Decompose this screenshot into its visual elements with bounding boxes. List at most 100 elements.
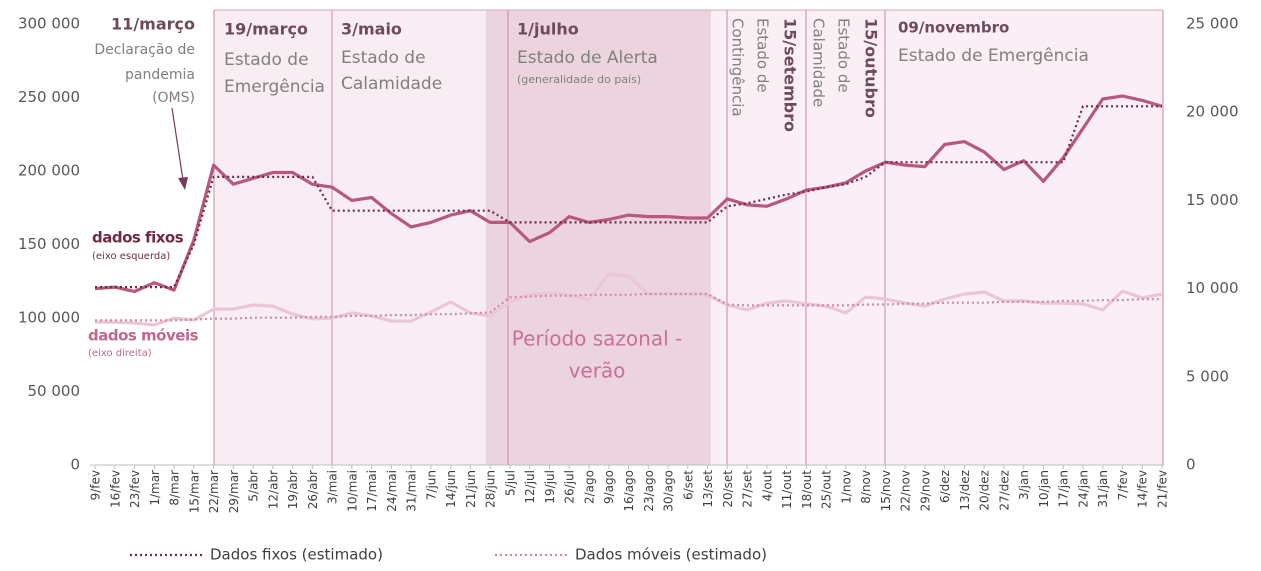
x-tick-label: 15/nov <box>879 470 893 511</box>
x-tick-label: 22/nov <box>899 470 913 511</box>
period-shade <box>711 10 1163 465</box>
x-tick-label: 22/mar <box>207 470 221 513</box>
series-label: dados móveis <box>88 327 199 345</box>
annotation-text: Estado de <box>754 18 772 93</box>
annotation-text: (generalidade do país) <box>517 73 641 86</box>
axis-note: (eixo direita) <box>88 348 152 359</box>
x-tick-label: 24/mai <box>385 470 399 512</box>
legend-label: Dados fixos (estimado) <box>210 546 383 564</box>
legend-label: Dados móveis (estimado) <box>575 546 767 564</box>
series-line <box>95 272 1163 327</box>
x-tick-label: 12/jul <box>523 470 537 504</box>
x-tick-label: 19/abr <box>286 470 300 509</box>
annotation-title: 19/março <box>224 20 308 39</box>
x-tick-label: 19/jul <box>543 470 557 504</box>
y-tick-label: 10 000 <box>1186 279 1239 297</box>
x-tick-label: 16/fev <box>108 470 122 508</box>
y-tick-label: 15 000 <box>1186 191 1239 209</box>
x-tick-label: 14/fev <box>1136 470 1150 508</box>
periods <box>171 9 1164 465</box>
x-tick-label: 17/mai <box>365 470 379 512</box>
season-label: Período sazonal - <box>512 327 682 351</box>
y-tick-label: 50 000 <box>28 382 81 400</box>
period-shade <box>214 10 486 465</box>
x-tick-label: 9/fev <box>89 470 103 500</box>
y-tick-label: 250 000 <box>18 88 80 106</box>
x-tick-label: 15/mar <box>187 470 201 513</box>
y-tick-label: 25 000 <box>1186 15 1239 33</box>
y-tick-label: 20 000 <box>1186 103 1239 121</box>
y-tick-label: 300 000 <box>18 15 80 33</box>
y-tick-label: 0 <box>1186 456 1196 474</box>
x-tick-label: 8/mar <box>168 470 182 506</box>
x-tick-label: 7/jun <box>424 470 438 500</box>
x-tick-label: 6/set <box>681 470 695 500</box>
axis-note: (eixo esquerda) <box>92 251 170 262</box>
x-tick-label: 27/dez <box>997 470 1011 511</box>
x-tick-label: 7/fev <box>1116 470 1130 500</box>
annotation-text: Estado de <box>224 50 309 70</box>
x-tick-label: 1/mar <box>148 470 162 506</box>
series-line <box>94 94 1163 294</box>
x-tick-label: 2/ago <box>582 470 596 504</box>
y-tick-label: 100 000 <box>18 309 80 327</box>
annotation-text: Estado de Emergência <box>898 46 1089 66</box>
arrow <box>171 107 184 181</box>
y-tick-label: 150 000 <box>18 235 80 253</box>
arrowhead <box>178 177 188 190</box>
x-tick-label: 21/jun <box>464 470 478 508</box>
annotation-title: 3/maio <box>341 20 402 39</box>
x-tick-label: 11/out <box>780 470 794 509</box>
x-tick-label: 5/abr <box>247 470 261 502</box>
x-tick-label: 24/jan <box>1076 470 1090 508</box>
x-tick-label: 30/ago <box>662 470 676 512</box>
x-tick-label: 10/jan <box>1037 470 1051 508</box>
x-tick-label: 10/mai <box>345 470 359 512</box>
y-tick-label: 5 000 <box>1186 367 1229 385</box>
annotation-text: Declaração de <box>94 42 195 58</box>
x-tick-label: 1/nov <box>839 470 853 504</box>
annotation-title: 09/novembro <box>898 19 1009 37</box>
annotation-text: Estado de <box>341 48 426 68</box>
x-tick-label: 31/mai <box>405 470 419 512</box>
x-tick-label: 3/jan <box>1017 470 1031 500</box>
annotation-title: 15/setembro <box>781 18 800 132</box>
x-tick-label: 12/abr <box>266 470 280 509</box>
annotation-text: Contingência <box>729 18 747 117</box>
x-tick-label: 9/ago <box>602 470 616 504</box>
x-tick-label: 18/out <box>800 470 814 509</box>
annotation-text: (OMS) <box>152 90 195 106</box>
x-tick-label: 27/set <box>741 470 755 508</box>
annotation-title: 11/março <box>111 15 195 34</box>
x-tick-label: 26/jul <box>563 470 577 504</box>
annotation-text: Emergência <box>224 77 325 97</box>
x-tick-label: 17/jan <box>1057 470 1071 508</box>
x-tick-label: 20/set <box>721 470 735 508</box>
x-tick-label: 29/mar <box>227 470 241 513</box>
annotation-text: Calamidade <box>341 74 442 94</box>
x-tick-label: 6/dez <box>938 470 952 503</box>
x-tick-label: 23/ago <box>642 470 656 512</box>
x-tick-label: 8/nov <box>859 470 873 504</box>
annotation-title: 1/julho <box>517 20 579 39</box>
x-tick-label: 28/jun <box>484 470 498 508</box>
x-tick-label: 20/dez <box>978 470 992 511</box>
x-tick-label: 31/jan <box>1096 470 1110 508</box>
x-tick-label: 16/ago <box>622 470 636 512</box>
x-tick-label: 23/fev <box>128 470 142 508</box>
x-tick-label: 14/jun <box>444 470 458 508</box>
annotation-text: Estado de Alerta <box>517 48 658 68</box>
x-tick-label: 3/mai <box>326 470 340 504</box>
annotation-text: pandemia <box>125 67 195 83</box>
x-tick-label: 29/nov <box>918 470 932 511</box>
y-tick-label: 200 000 <box>18 162 80 180</box>
x-tick-label: 5/jul <box>503 470 517 496</box>
annotation-text: Calamidade <box>810 18 828 107</box>
x-tick-label: 21/fev <box>1156 470 1170 508</box>
annotation-title: 15/outubro <box>862 18 881 118</box>
x-tick-label: 25/out <box>820 470 834 509</box>
x-tick-label: 13/set <box>701 470 715 508</box>
x-tick-label: 13/dez <box>958 470 972 511</box>
y-tick-label: 0 <box>70 456 80 474</box>
